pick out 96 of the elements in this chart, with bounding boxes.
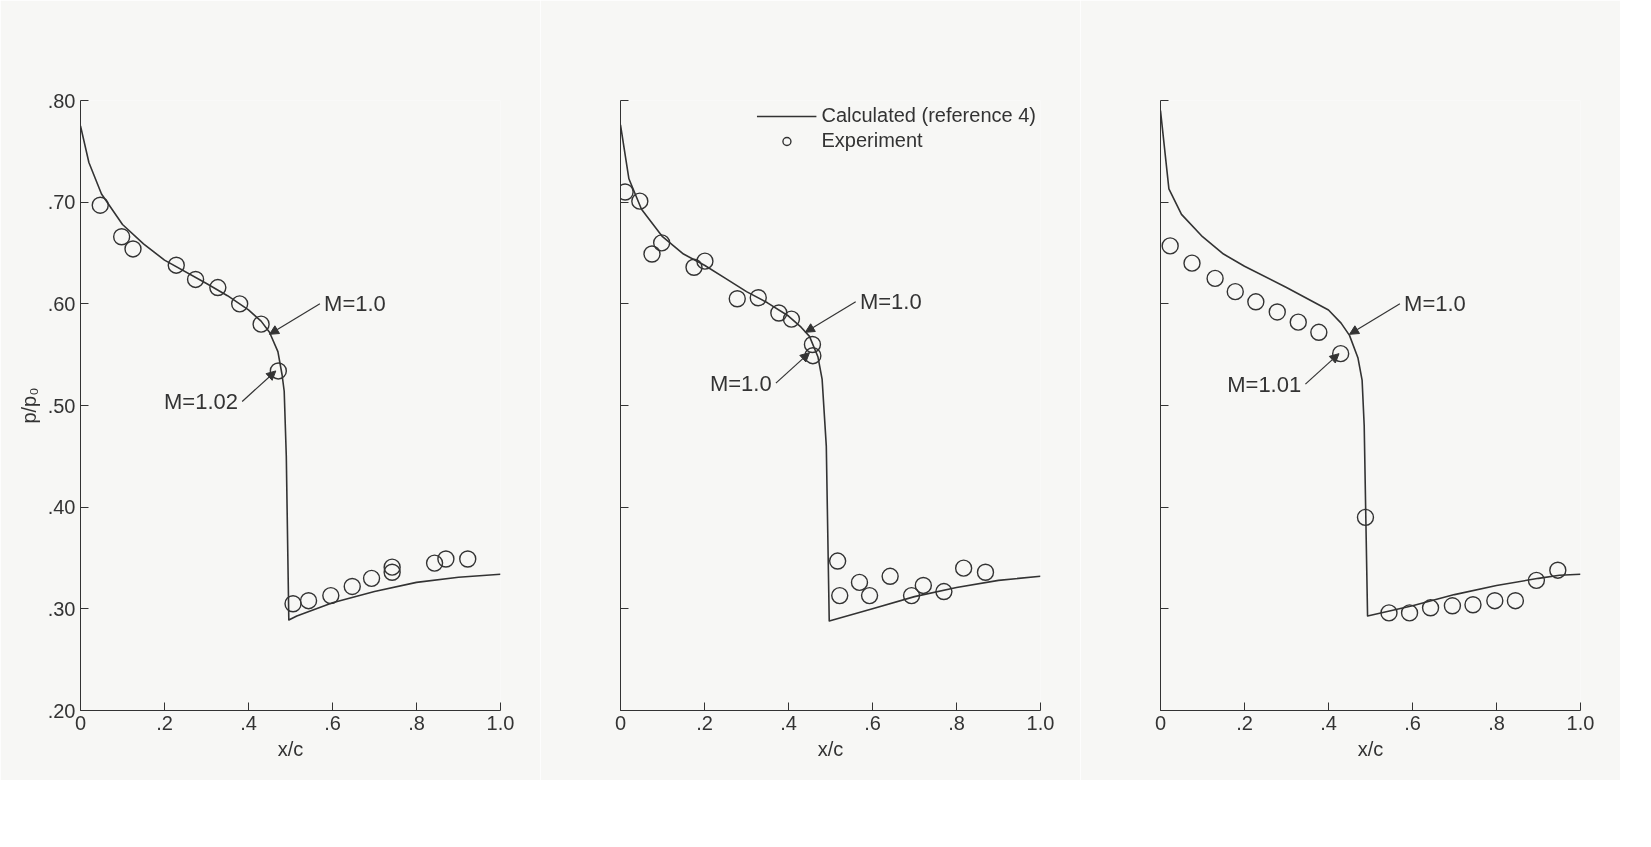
- x-tick-label: .2: [156, 711, 173, 734]
- point: [425, 554, 444, 572]
- x-tick-label: .4: [240, 711, 257, 734]
- point: [1527, 571, 1546, 590]
- point: [1161, 237, 1179, 255]
- y-tick-label: .30: [47, 597, 76, 620]
- point: [804, 347, 822, 365]
- x-tick-label: .6: [1404, 711, 1421, 734]
- point: [1549, 561, 1567, 579]
- x-tick-label: .6: [864, 711, 881, 734]
- point: [1356, 508, 1375, 527]
- point: [299, 592, 318, 610]
- point: [728, 290, 746, 308]
- x-axis-title: x/c: [277, 737, 304, 760]
- point: [1206, 269, 1224, 288]
- point: [1183, 254, 1201, 272]
- x-tick-label: 1.0: [1026, 711, 1055, 734]
- x-tick-label: .8: [408, 711, 425, 734]
- x-tick-label: 0: [74, 711, 87, 734]
- point: [1331, 344, 1350, 363]
- point: [1506, 592, 1525, 610]
- point: [437, 550, 455, 568]
- x-tick-label: .2: [696, 711, 713, 734]
- x-tick-label: .6: [324, 711, 341, 734]
- y-axis-title: p/p₀: [17, 387, 40, 424]
- x-axis-title: x/c: [1357, 737, 1384, 760]
- x-tick-label: .4: [1320, 711, 1337, 734]
- point: [1226, 282, 1244, 301]
- legend-label: Calculated (reference 4): [821, 104, 1036, 127]
- point: [1380, 604, 1398, 622]
- point: [935, 582, 953, 601]
- point: [1310, 323, 1328, 341]
- point: [860, 586, 879, 605]
- annotation: M=1.0: [859, 289, 922, 315]
- y-tick-label: .80: [47, 89, 76, 112]
- point: [643, 245, 661, 263]
- point: [230, 295, 249, 313]
- x-axis-title: x/c: [817, 737, 844, 760]
- point: [269, 362, 288, 380]
- point: [902, 586, 921, 605]
- point: [976, 563, 995, 581]
- x-tick-label: .4: [780, 711, 797, 734]
- point: [322, 586, 340, 605]
- point: [284, 595, 302, 613]
- point: [252, 315, 270, 333]
- point: [696, 252, 714, 270]
- x-tick-label: .8: [948, 711, 965, 734]
- point: [954, 559, 973, 577]
- point: [124, 240, 142, 258]
- y-tick-label: .70: [47, 191, 76, 214]
- annotation: M=1.0: [709, 370, 772, 396]
- point: [831, 586, 849, 605]
- point: [1486, 592, 1504, 610]
- point: [685, 258, 703, 276]
- x-tick-label: 1.0: [486, 711, 515, 734]
- point: [828, 552, 847, 570]
- point: [1289, 313, 1307, 331]
- annotation: M=1.0: [1404, 291, 1466, 317]
- point: [652, 234, 671, 252]
- point: [881, 567, 899, 585]
- y-tick-label: .50: [47, 394, 76, 417]
- point: [1443, 597, 1462, 615]
- point: [803, 335, 822, 354]
- x-tick-label: .2: [1236, 711, 1253, 734]
- point: [362, 569, 381, 588]
- x-tick-label: 0: [1154, 711, 1167, 734]
- legend-label: Experiment: [821, 129, 923, 152]
- annotation: M=1.01: [1227, 371, 1302, 397]
- point: [1400, 604, 1419, 622]
- point: [1464, 596, 1482, 614]
- point: [167, 256, 185, 274]
- point: [914, 576, 933, 595]
- point: [112, 228, 131, 246]
- point: [186, 270, 205, 289]
- point: [459, 550, 477, 568]
- point: [770, 304, 788, 322]
- point: [1268, 303, 1286, 321]
- annotation: M=1.02: [164, 388, 239, 414]
- point: [631, 192, 649, 210]
- point: [782, 310, 801, 328]
- x-tick-label: 0: [614, 711, 627, 734]
- point: [850, 573, 869, 592]
- y-tick-label: .60: [47, 292, 76, 315]
- y-tick-label: .20: [47, 699, 76, 722]
- point: [209, 278, 227, 297]
- point: [343, 577, 361, 596]
- y-tick-label: .40: [47, 496, 76, 519]
- point: [383, 558, 401, 576]
- point: [1247, 293, 1265, 311]
- point: [749, 289, 767, 307]
- x-tick-label: .8: [1488, 711, 1505, 734]
- point: [1421, 599, 1440, 617]
- point: [383, 563, 401, 581]
- annotation: M=1.0: [324, 291, 386, 317]
- point: [91, 196, 109, 214]
- x-tick-label: 1.0: [1566, 711, 1595, 734]
